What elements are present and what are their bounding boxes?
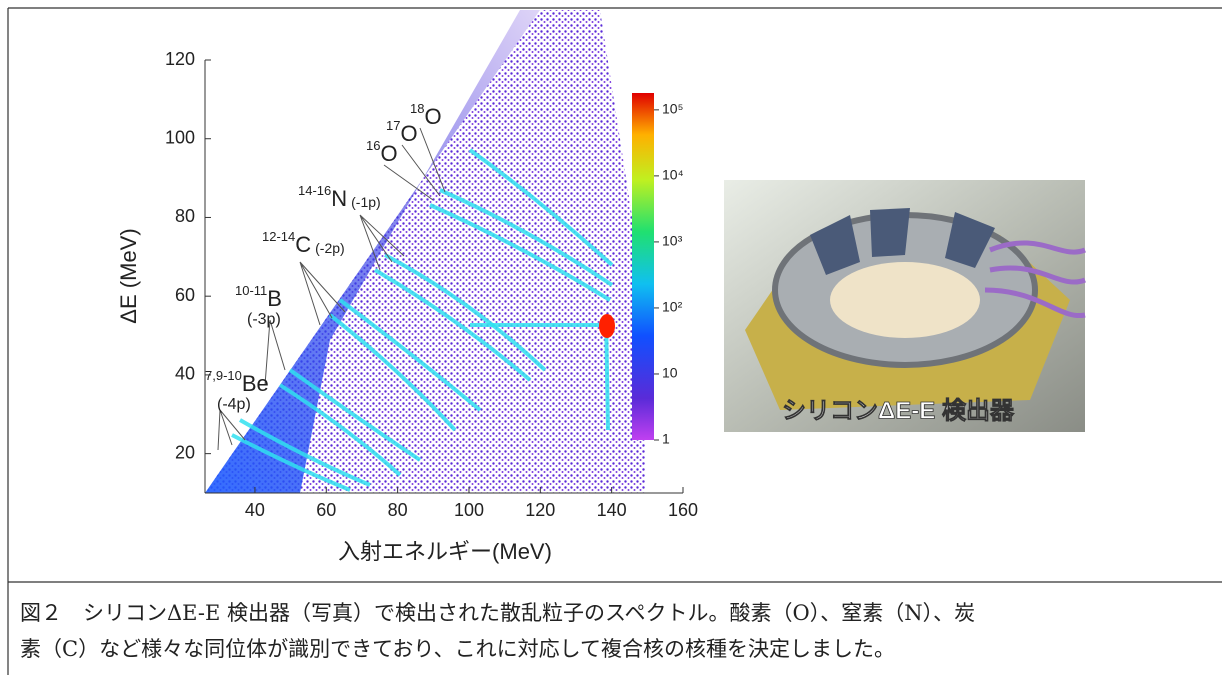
annotation: 14-16N(-1p) [298, 183, 381, 210]
annotation-element: O [380, 141, 397, 166]
annotation-note: (-4p) [217, 396, 251, 413]
colorbar-tick-label: 10 [662, 365, 678, 381]
annotation-mass: 7,9-10 [205, 368, 242, 383]
colorbar-tick-label: 10³ [662, 233, 683, 249]
photo-caption: シリコンΔE-E 検出器 [782, 397, 1015, 424]
y-tick-label: 100 [165, 127, 195, 147]
annotation-element: B [267, 286, 282, 311]
colorbar-tick-label: 10⁵ [662, 101, 683, 117]
annotation-note: (-3p) [247, 311, 281, 328]
annotation-element: C [295, 232, 311, 257]
annotation-element: Be [242, 371, 269, 396]
colorbar-tick-label: 1 [662, 431, 670, 447]
annotation-note: (-1p) [351, 194, 381, 210]
colorbar [632, 93, 654, 440]
annotation-mass: 12-14 [262, 229, 295, 244]
x-tick-label: 40 [245, 500, 265, 520]
annotation: 7,9-10Be [205, 368, 269, 395]
x-tick-label: 100 [454, 500, 484, 520]
x-tick-label: 160 [668, 500, 698, 520]
y-tick-label: 20 [175, 442, 195, 462]
x-tick-label: 140 [597, 500, 627, 520]
caption-line: 図２ シリコンΔE-E 検出器（写真）で検出された散乱粒子のスペクトル。酸素（O… [20, 601, 975, 625]
annotation-mass: 16 [366, 138, 380, 153]
caption-line: 素（C）など様々な同位体が識別できており、これに対応して複合核の核種を決定しまし… [20, 637, 895, 661]
annotation: 10-11B [235, 283, 282, 310]
annotation-element: O [400, 121, 417, 146]
y-tick-label: 40 [175, 364, 195, 384]
y-tick-label: 120 [165, 49, 195, 69]
annotation: 16O [366, 138, 398, 165]
x-tick-label: 60 [316, 500, 336, 520]
annotation-mass: 18 [410, 101, 424, 116]
annotation-mass: 10-11 [235, 283, 267, 298]
y-axis-label: ΔE (MeV) [116, 228, 141, 323]
peak [599, 314, 615, 338]
y-tick-label: 80 [175, 206, 195, 226]
colorbar-tick-label: 10⁴ [662, 167, 684, 183]
annotation-mass: 17 [386, 118, 400, 133]
x-axis-label: 入射エネルギー(MeV) [338, 539, 552, 564]
page: ΔE (MeV) 入射エネルギー(MeV) 406080100120140160… [0, 0, 1222, 675]
photo-hole [830, 262, 980, 338]
annotation: 12-14C(-2p) [262, 229, 345, 256]
annotation-element: N [331, 186, 347, 211]
annotation-element: O [424, 104, 441, 129]
colorbar-tick-label: 10² [662, 299, 683, 315]
annotation-mass: 14-16 [298, 183, 331, 198]
y-tick-label: 60 [175, 285, 195, 305]
x-tick-label: 120 [525, 500, 555, 520]
photo: シリコンΔE-E 検出器 [724, 180, 1085, 432]
annotation-note: (-2p) [315, 240, 345, 256]
x-tick-label: 80 [388, 500, 408, 520]
